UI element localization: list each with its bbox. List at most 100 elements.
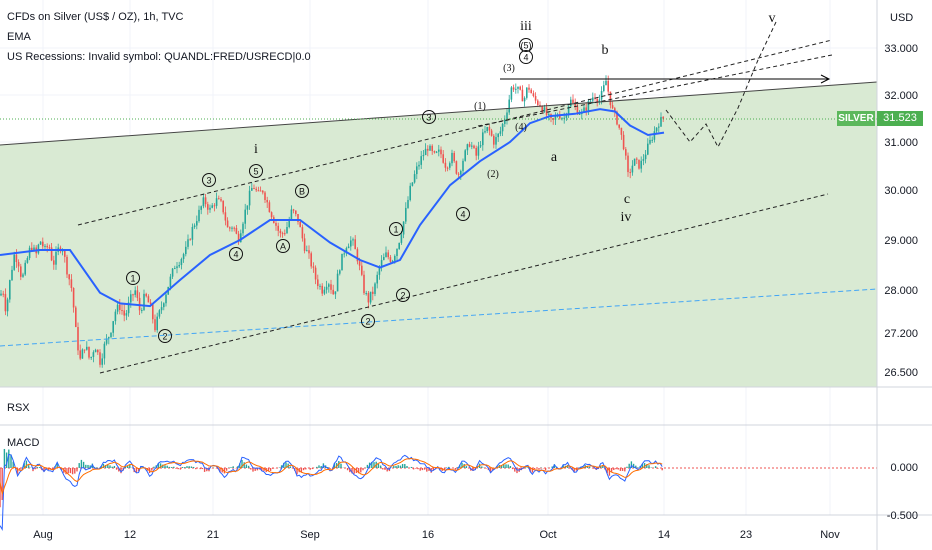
candle [611,101,614,110]
candle [477,141,480,160]
candle [156,312,158,333]
candle [191,223,194,246]
macd-line [0,453,663,532]
candle [515,83,517,94]
time-tick-label: Nov [820,529,840,541]
candle [334,291,337,300]
candle [165,291,167,307]
candle [638,159,640,170]
wave-label: (4) [515,122,527,133]
candle [466,143,469,156]
candle [325,280,328,294]
candle [286,221,288,234]
currency-label[interactable]: USD [890,12,914,24]
channel-upper-dashed [77,39,833,226]
candle [468,141,471,148]
candle [22,272,24,278]
svg-text:1: 1 [393,225,398,235]
candle [603,80,605,93]
candle [589,99,592,103]
wave-circle-label: 5 [249,164,263,178]
candle [380,255,383,272]
candle [270,211,273,220]
candle [114,309,117,325]
time-tick-label: 14 [658,529,670,541]
candle [79,344,81,361]
candle [202,193,205,209]
candle [574,98,576,111]
candle [180,257,183,270]
symbol-title: CFDs on Silver (US$ / OZ), 1h, TVC [7,11,184,23]
candle [519,85,521,91]
candle [259,186,262,192]
candle [541,105,543,114]
svg-text:5: 5 [253,167,258,177]
candle [398,242,400,250]
candle [433,150,436,154]
candle [449,161,451,171]
ema-indicator-label[interactable]: EMA [7,31,31,43]
candle [396,248,398,261]
candle [163,302,165,311]
candle [339,269,341,276]
candle [251,182,253,191]
wave-label: (3) [503,63,515,74]
candle [275,221,277,231]
channel-fill [0,82,877,387]
wave-circle-label: 2 [361,314,375,328]
candle [143,289,145,312]
candle [83,349,86,354]
candle [138,292,141,315]
candle [512,84,515,92]
candle [405,202,407,224]
candle [301,224,304,242]
svg-text:1: 1 [130,274,135,284]
candle [97,349,99,355]
candle [369,291,372,305]
candle [308,245,310,259]
time-axis[interactable]: Aug 12 21 Sep 16 Oct 14 23 Nov [0,514,932,541]
candle [268,200,271,213]
candle [363,270,365,296]
last-price-badge: 31.523 [877,111,923,126]
candle [471,141,473,150]
candle [389,254,392,264]
candle [17,259,20,273]
candle [354,235,356,250]
candle [20,263,22,281]
candle [292,208,295,214]
wave-circle-label: 2 [396,288,410,302]
candle [372,286,374,301]
candle [431,144,433,155]
svg-text:A: A [280,242,286,252]
wave-circle-label: (5) [519,38,533,52]
price-axis[interactable]: 33.000 32.000 31.000 30.000 29.000 28.000 27.2… [877,0,932,550]
wave-circle-label: B [295,184,309,198]
candle [457,172,460,178]
rsx-pane-label[interactable]: RSX [7,402,30,414]
candle [264,190,266,203]
candle [416,162,418,180]
candle [422,150,425,161]
macd-pane[interactable]: 0.000 -0.500 [0,448,918,532]
price-tick-label: 31.000 [884,137,918,149]
macd-pane-label[interactable]: MACD [7,437,40,449]
candle [116,301,119,315]
svg-text:2: 2 [400,291,405,301]
candle [649,135,651,145]
candle [141,307,143,314]
candle [121,304,123,315]
macd-tick-label: 0.000 [890,462,918,474]
blue-dashed-line [0,288,878,347]
candle [187,234,189,250]
recession-indicator-label[interactable]: US Recessions: Invalid symbol: QUANDL:FR… [7,51,311,63]
candle [312,262,315,273]
candle [622,131,625,151]
candle [504,115,506,127]
candle [330,279,332,294]
candle [147,294,150,303]
candle [438,144,440,157]
candle [226,217,229,228]
candle [4,288,7,316]
